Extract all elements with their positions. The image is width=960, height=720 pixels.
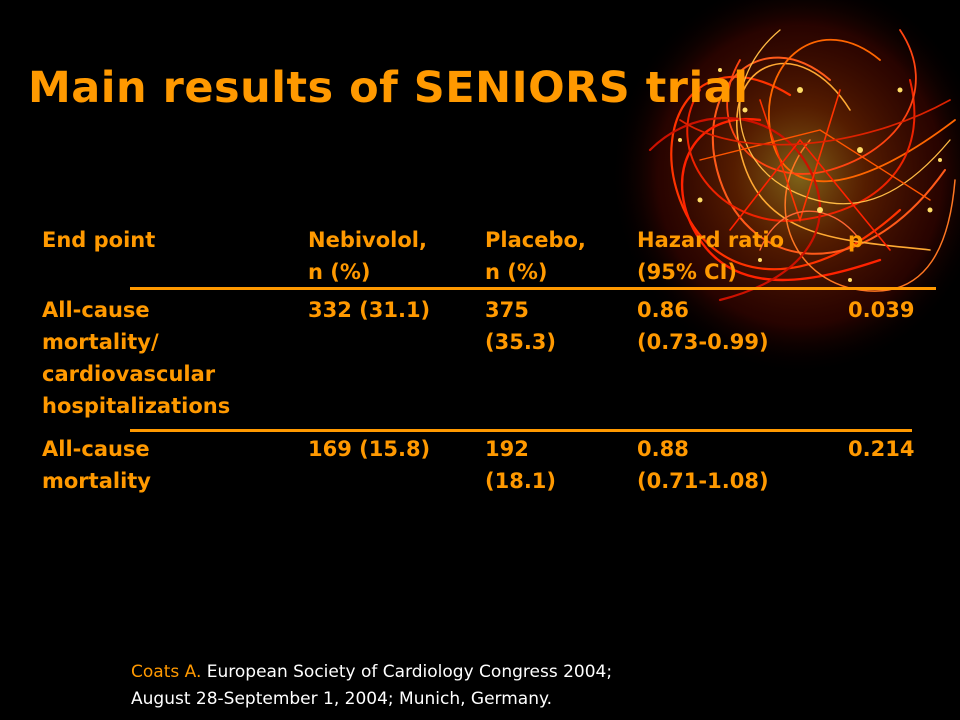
row1-hazard-ratio: 0.86 (0.73-0.99): [637, 298, 769, 354]
row1-p-value: 0.039: [848, 298, 915, 322]
header-end-point: End point: [42, 228, 156, 252]
header-nebivolol: Nebivolol, n (%): [308, 228, 427, 284]
row2-nebivolol: 169 (15.8): [308, 437, 431, 461]
citation-line-1: Coats A. European Society of Cardiology …: [131, 659, 612, 686]
header-hazard-ratio: Hazard ratio (95% CI): [637, 228, 785, 284]
header-placebo: Placebo, n (%): [485, 228, 586, 284]
row2-hazard-ratio: 0.88 (0.71-1.08): [637, 437, 769, 493]
row1-placebo: 375 (35.3): [485, 298, 557, 354]
row2-placebo: 192 (18.1): [485, 437, 557, 493]
header-p-value: p: [848, 228, 864, 252]
citation-line-2: August 28-September 1, 2004; Munich, Ger…: [131, 689, 553, 709]
citation-event: European Society of Cardiology Congress …: [201, 662, 613, 682]
citation: Coats A. European Society of Cardiology …: [131, 659, 612, 713]
header-divider: [130, 287, 936, 290]
row1-end-point: All-cause mortality/ cardiovascular hosp…: [42, 298, 231, 418]
row2-p-value: 0.214: [848, 437, 915, 461]
row2-end-point: All-cause mortality: [42, 437, 151, 493]
slide-title: Main results of SENIORS trial: [28, 63, 749, 113]
citation-author: Coats A.: [131, 662, 202, 682]
row1-nebivolol: 332 (31.1): [308, 298, 431, 322]
row-divider: [130, 429, 912, 432]
